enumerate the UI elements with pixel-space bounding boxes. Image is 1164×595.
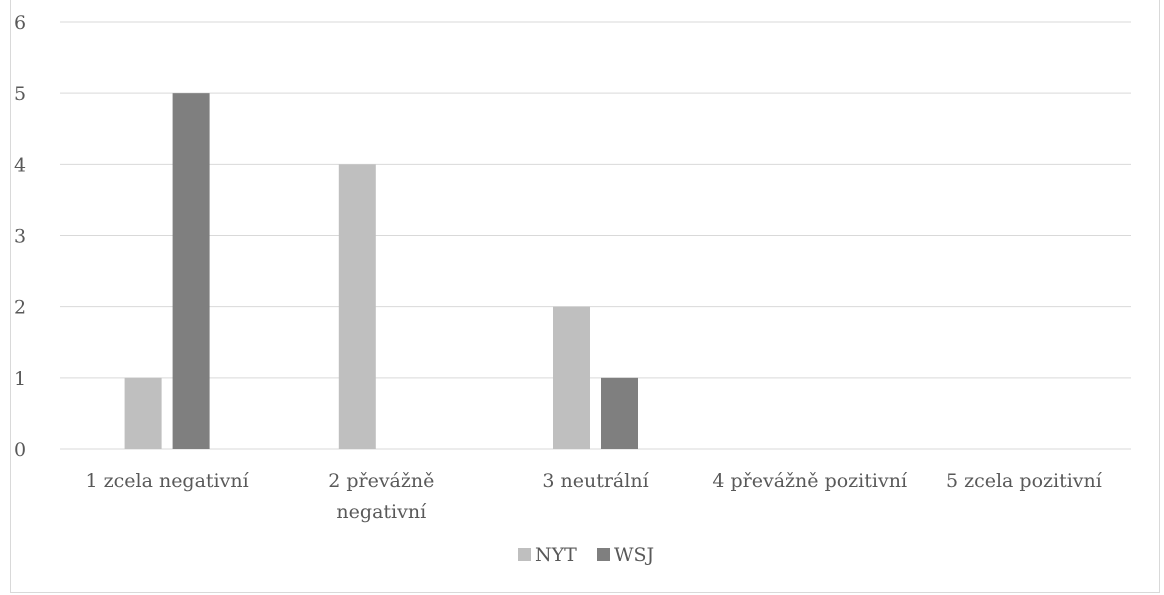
legend-swatch-nyt [518, 548, 531, 561]
legend-swatch-wsj [597, 548, 610, 561]
y-tick-label-3: 3 [14, 226, 26, 248]
y-tick-label-2: 2 [14, 297, 26, 319]
x-tick-label-2: negativní [336, 501, 427, 523]
y-tick-label-5: 5 [14, 83, 26, 105]
y-tick-label-6: 6 [14, 12, 26, 34]
y-tick-label-4: 4 [14, 154, 26, 176]
x-tick-label-2: 2 převážně [328, 470, 434, 492]
y-tick-label-0: 0 [14, 439, 26, 461]
bar-nyt-2 [338, 164, 376, 450]
x-tick-label-5: 5 zcela pozitivní [946, 470, 1103, 492]
bar-nyt-1 [124, 377, 162, 449]
x-tick-label-3: 3 neutrální [542, 470, 649, 492]
legend-label-wsj: WSJ [614, 544, 654, 566]
bar-wsj-1 [172, 93, 210, 450]
y-tick-label-1: 1 [14, 368, 26, 390]
bar-wsj-3 [601, 377, 638, 449]
legend-label-nyt: NYT [535, 544, 577, 566]
chart-frame [10, 0, 1160, 593]
x-tick-label-4: 4 převážně pozitivní [712, 470, 908, 492]
bar-nyt-3 [553, 306, 590, 449]
x-tick-label-1: 1 zcela negativní [85, 470, 249, 492]
